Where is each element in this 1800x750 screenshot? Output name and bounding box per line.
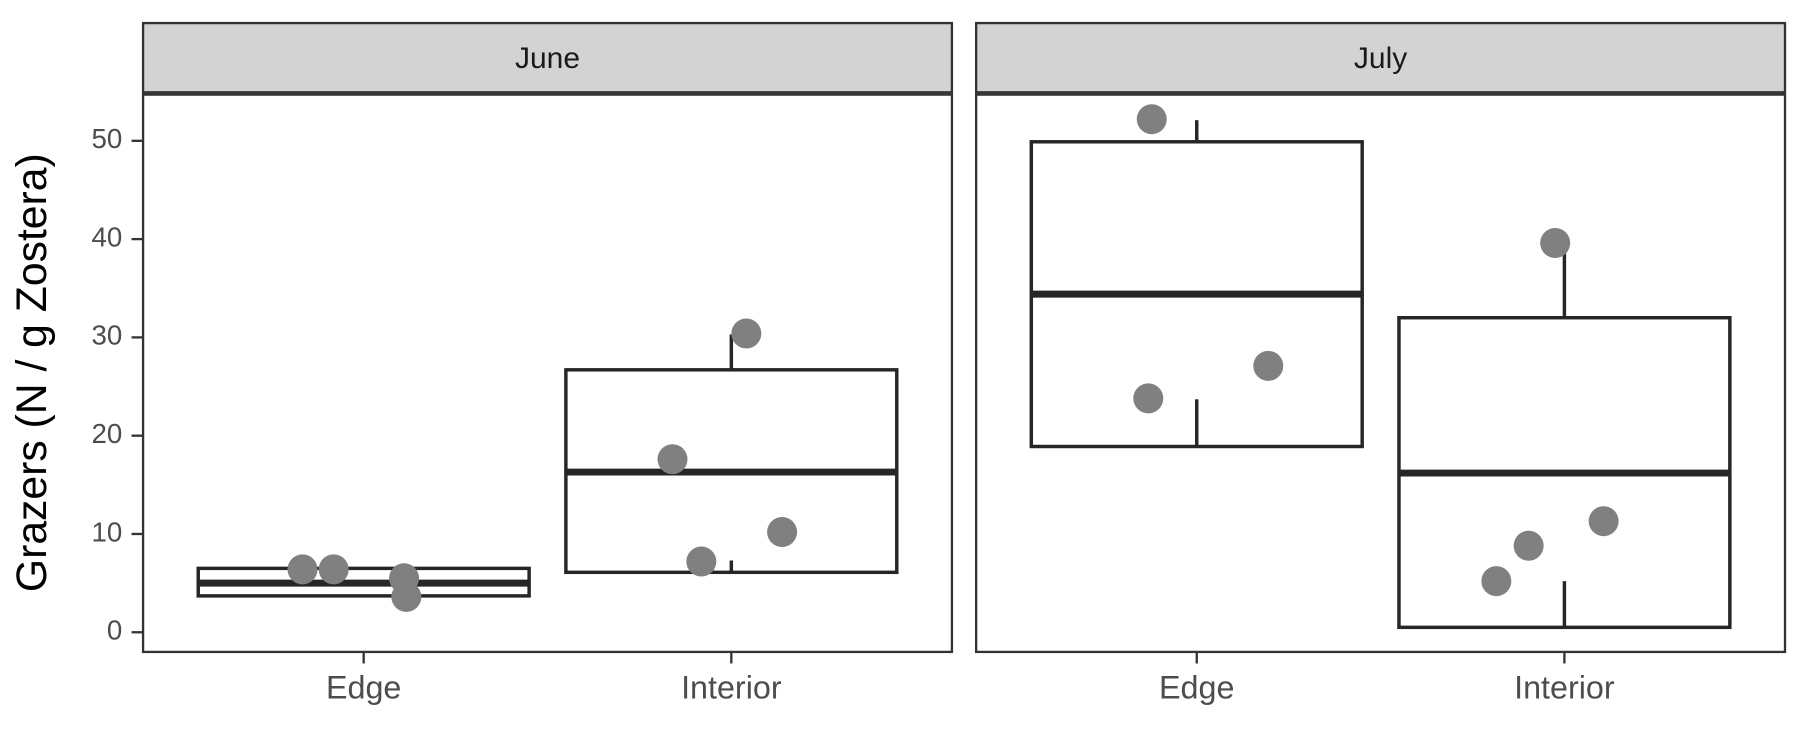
strip-title: June [515, 42, 580, 75]
strip [141, 21, 954, 94]
y-axis-title: Grazers (N / g Zostera) [8, 153, 56, 592]
point [1513, 530, 1544, 561]
point [1540, 228, 1571, 259]
x-tick-label: Edge [1159, 670, 1234, 706]
y-tick-label: 50 [91, 123, 122, 154]
panel [141, 93, 954, 654]
point [1136, 104, 1167, 135]
point [1481, 566, 1512, 597]
point [1133, 383, 1164, 414]
x-tick-label: Interior [1514, 670, 1615, 706]
x-tick-label: Interior [681, 670, 782, 706]
point [1253, 350, 1284, 381]
point [1588, 506, 1619, 537]
y-tick-label: 20 [91, 418, 122, 449]
y-tick-label: 10 [91, 516, 122, 547]
point [657, 444, 688, 475]
y-tick-label: 0 [107, 615, 122, 646]
point [318, 554, 349, 585]
point [767, 517, 798, 548]
strip [974, 21, 1787, 94]
x-tick-label: Edge [326, 670, 401, 706]
point [731, 318, 762, 349]
point [391, 581, 422, 612]
y-tick-label: 40 [91, 221, 122, 252]
strip-title: July [1354, 42, 1407, 75]
point [287, 554, 318, 585]
panel [974, 93, 1787, 654]
point [686, 546, 717, 577]
y-tick-label: 30 [91, 320, 122, 351]
